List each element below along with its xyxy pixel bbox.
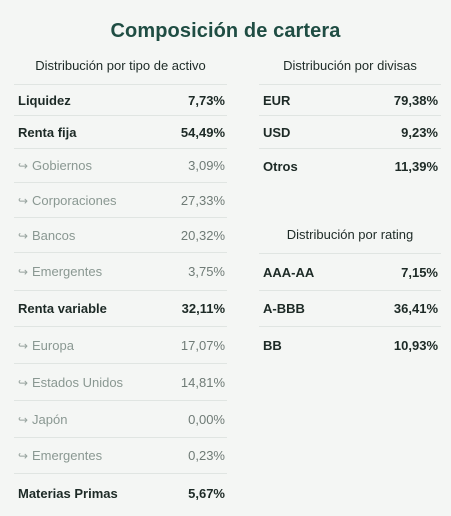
row-label: USD [263,124,291,140]
table-row: ↪ Japón 0,00% [14,401,227,438]
row-label: EUR [263,92,291,108]
table-row: Otros 11,39% [259,149,441,183]
row-value: 54,49% [180,124,225,140]
table-row: ↪ Europa 17,07% [14,327,227,364]
row-label: Materias Primas [18,485,118,501]
row-label: Gobiernos [32,158,92,173]
row-label: A-BBB [263,301,305,316]
return-arrow-icon: ↪ [18,412,29,427]
return-arrow-icon: ↪ [18,193,29,208]
row-label: Renta fija [18,124,77,140]
table-row: ↪ Gobiernos 3,09% [14,149,227,183]
row-value: 17,07% [180,337,225,353]
row-label: Otros [263,158,298,174]
row-value: 10,93% [393,338,438,353]
row-label: Estados Unidos [32,374,124,390]
return-arrow-icon: ↪ [18,375,29,390]
row-value: 27,33% [180,192,225,208]
row-label: Emergentes [32,264,103,279]
row-label: Europa [32,337,74,353]
table-row: A-BBB 36,41% [259,291,441,327]
row-value: 9,23% [401,124,438,140]
row-value: 7,73% [188,92,225,108]
row-label: BB [263,338,282,353]
page-title: Composición de cartera [110,20,341,42]
table-row: Renta variable 32,11% [14,291,227,327]
table-row: Renta fija 54,49% [14,116,227,149]
return-arrow-icon: ↪ [18,338,29,353]
row-label: Japón [32,411,68,427]
table-row: Materias Primas 5,67% [14,474,227,512]
table-row: USD 9,23% [259,116,441,149]
table-row: ↪ Estados Unidos 14,81% [14,364,227,401]
return-arrow-icon: ↪ [18,449,29,463]
row-label: Bancos [32,227,76,243]
row-value: 3,09% [188,158,225,173]
table-row: ↪ Emergentes 0,23% [14,438,227,474]
row-value: 14,81% [180,374,225,390]
table-row: EUR 79,38% [259,84,441,116]
row-label: Emergentes [32,448,103,463]
table-row: AAA-AA 7,15% [259,253,441,291]
rating-distribution-table: AAA-AA 7,15% A-BBB 36,41% BB 10,93% [259,253,441,364]
return-arrow-icon: ↪ [18,228,29,243]
asset-distribution-table: Liquidez 7,73% Renta fija 54,49% ↪ Gobier… [14,84,227,512]
row-label: AAA-AA [263,264,315,280]
row-label: Renta variable [18,301,107,316]
return-arrow-icon: ↪ [18,159,29,173]
currency-distribution-table: EUR 79,38% USD 9,23% Otros 11,39% [259,84,441,183]
asset-distribution-title: Distribución por tipo de activo [35,58,206,73]
row-value: 36,41% [393,301,438,316]
row-value: 0,23% [188,448,225,463]
table-row: ↪ Bancos 20,32% [14,218,227,253]
row-value: 79,38% [393,92,438,108]
row-value: 11,39% [394,158,438,174]
row-label: Liquidez [18,92,71,108]
table-row: Liquidez 7,73% [14,84,227,116]
row-value: 5,67% [188,485,225,501]
row-label: Corporaciones [32,192,117,208]
row-value: 32,11% [181,301,225,316]
row-value: 20,32% [180,227,225,243]
return-arrow-icon: ↪ [18,265,29,279]
row-value: 0,00% [188,411,225,427]
row-value: 3,75% [188,264,225,279]
table-row: ↪ Corporaciones 27,33% [14,183,227,218]
table-row: BB 10,93% [259,327,441,364]
row-value: 7,15% [401,264,438,280]
currency-distribution-title: Distribución por divisas [283,58,417,73]
rating-distribution-title: Distribución por rating [286,227,414,242]
table-row: ↪ Emergentes 3,75% [14,253,227,291]
